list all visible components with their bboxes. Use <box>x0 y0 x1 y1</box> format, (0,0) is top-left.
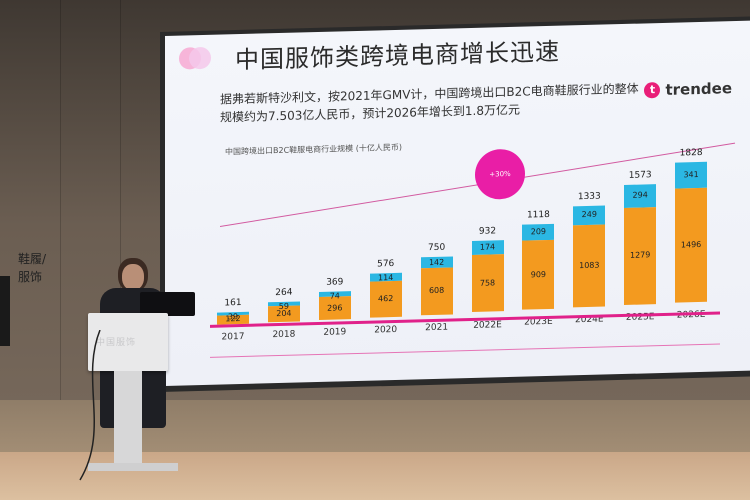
bar-value-label: 209 <box>530 227 547 237</box>
bar-total-label: 576 <box>377 258 395 270</box>
bar-value-label: 462 <box>378 294 394 304</box>
bar-value-label: 142 <box>428 257 445 267</box>
bar-value-label: 1279 <box>630 250 651 261</box>
bar-value-label: 909 <box>530 269 547 280</box>
side-label-line2: 服饰 <box>18 270 43 284</box>
bar-value-label: 341 <box>683 169 699 180</box>
projection-screen: 中国服饰类跨境电商增长迅速 t trendee 据弗若斯特沙利文，按2021年G… <box>165 20 750 386</box>
bar-value-label: 122 <box>225 314 241 324</box>
bar-total-label: 750 <box>428 243 446 254</box>
bar-total-label: 264 <box>275 287 293 298</box>
microphone-cable <box>79 330 101 481</box>
brand-logo: t trendee <box>644 79 732 99</box>
bar-total-label: 1118 <box>526 210 550 221</box>
logo-circle-right <box>189 46 211 70</box>
wall-seam <box>120 0 121 400</box>
bar-total-label: 161 <box>224 297 242 309</box>
bar-value-label: 204 <box>276 308 292 319</box>
bar-value-label: 608 <box>428 286 445 296</box>
chart-bar: 74 296 <box>318 290 351 320</box>
laptop <box>140 292 195 316</box>
x-tick-label: 2019 <box>323 327 347 338</box>
slide-description: 据弗若斯特沙利文，按2021年GMV计，中国跨境出口B2C电商鞋服行业的整体规模… <box>220 81 639 125</box>
bar-total-label: 1573 <box>628 170 652 181</box>
speaker-box <box>0 276 10 346</box>
bar-total-label: 369 <box>326 276 344 288</box>
bar-value-label: 174 <box>479 242 496 252</box>
x-tick-label: 2017 <box>221 331 245 343</box>
podium-top: 中国服饰 <box>88 313 168 371</box>
bar-value-label: 294 <box>632 190 648 201</box>
x-tick-label: 2020 <box>374 324 398 336</box>
bar-value-label: 758 <box>479 277 496 288</box>
side-label: 鞋履/ 服饰 <box>18 250 46 286</box>
chart-bar: 39 122 <box>217 311 249 325</box>
podium-stem <box>114 371 142 471</box>
bar-value-label: 296 <box>327 302 343 313</box>
podium: 中国服饰 <box>88 313 178 471</box>
bar-total-label: 932 <box>478 226 497 238</box>
chart-bar: 341 1496 <box>675 161 708 303</box>
bar-value-label: 1496 <box>680 239 702 250</box>
podium-lettering: 中国服饰 <box>96 338 137 348</box>
chart-bar: 294 1279 <box>624 184 657 306</box>
x-tick-label: 2018 <box>272 329 296 341</box>
bar-value-label: 74 <box>329 290 340 301</box>
podium-base <box>88 463 178 471</box>
chart-bar: 209 909 <box>522 223 555 311</box>
chart-bar: 59 204 <box>267 301 300 323</box>
presenter-face <box>122 264 144 290</box>
brand-name: trendee <box>665 79 732 99</box>
bar-total-label: 1333 <box>577 191 601 202</box>
bar-total-label: 1828 <box>679 147 703 159</box>
chart-bar: 142 608 <box>420 256 453 315</box>
chart-bar: 114 462 <box>369 272 402 318</box>
chart-bar: 249 1083 <box>573 205 606 308</box>
wall-seam <box>60 0 61 400</box>
bar-value-label: 114 <box>378 272 394 283</box>
x-tick-label: 2021 <box>425 322 449 333</box>
bar-value-label: 1083 <box>579 260 600 271</box>
x-tick-label: 2022E <box>473 319 502 331</box>
bar-value-label: 249 <box>581 209 597 220</box>
side-label-line1: 鞋履/ <box>18 252 47 266</box>
slide-title: 中国服饰类跨境电商增长迅速 <box>235 37 560 75</box>
chart-bar: 174 758 <box>471 240 504 313</box>
chart-bottom-line <box>210 343 720 358</box>
